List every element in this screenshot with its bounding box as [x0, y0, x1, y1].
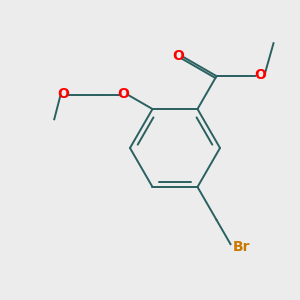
Text: O: O: [255, 68, 266, 82]
Text: O: O: [173, 49, 184, 63]
Text: O: O: [117, 87, 129, 101]
Text: Br: Br: [232, 240, 250, 254]
Text: O: O: [57, 87, 69, 101]
